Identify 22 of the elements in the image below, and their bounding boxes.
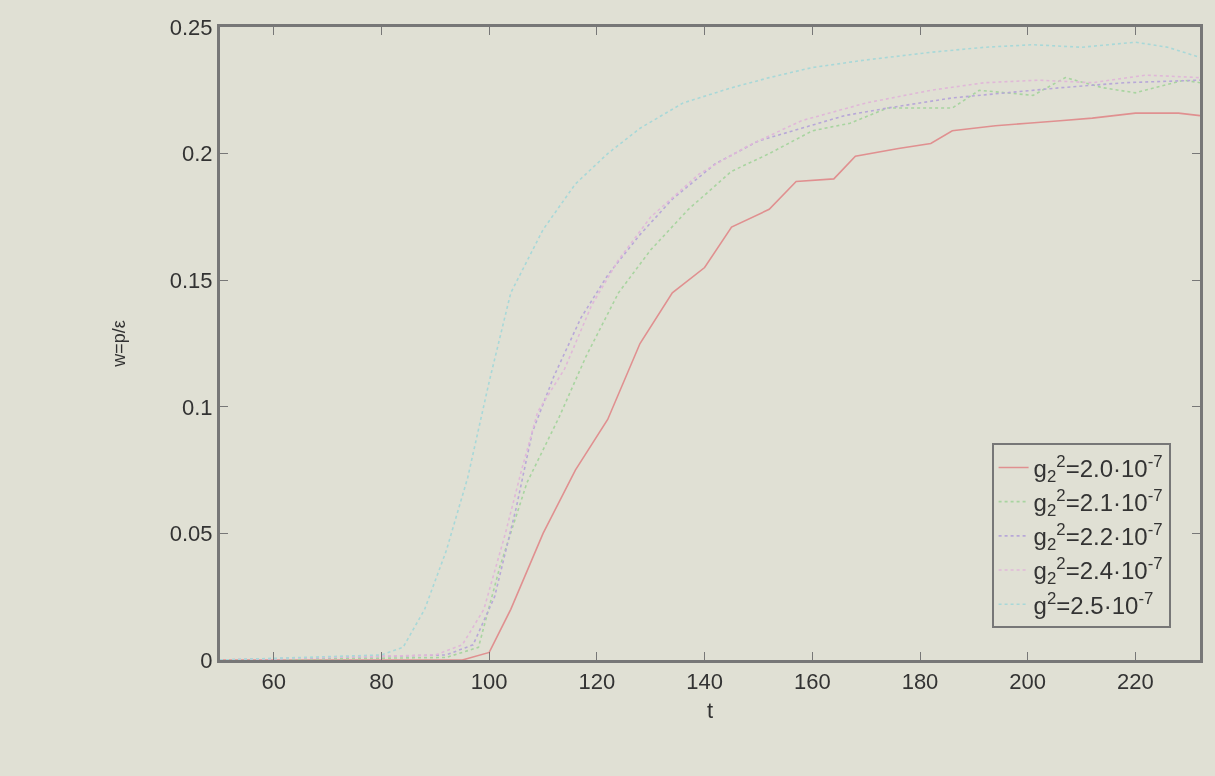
y-tick-label: 0.25 <box>169 14 213 40</box>
y-tick-label: 0.1 <box>182 394 213 420</box>
legend-label: g$_{2}$$^{2}$=2.4·10$^{-7}$ <box>1033 554 1163 589</box>
x-tick-label: 200 <box>1009 669 1047 695</box>
y-axis-title: w=p/ε <box>108 320 129 368</box>
x-axis-title: t <box>706 698 714 724</box>
y-tick-label: 0.15 <box>169 267 213 293</box>
y-tick-label: 0.05 <box>169 521 213 547</box>
legend-label: g$_{2}$$^{2}$=2.1·10$^{-7}$ <box>1033 485 1163 521</box>
x-tick-label: 100 <box>470 669 508 695</box>
x-tick-label: 160 <box>793 669 831 695</box>
x-tick-label: 140 <box>686 669 723 695</box>
y-tick-label: 0 <box>200 647 213 673</box>
x-tick-label: 80 <box>369 669 394 695</box>
x-tick-label: 220 <box>1117 669 1154 695</box>
legend-label: g$^{2}$=2.5·10$^{-7}$ <box>1033 588 1154 619</box>
x-tick-label: 180 <box>901 669 939 695</box>
legend-label: g$_{2}$$^{2}$=2.0·10$^{-7}$ <box>1033 451 1163 486</box>
y-tick-label: 0.2 <box>182 141 213 167</box>
legend-label: g$_{2}$$^{2}$=2.2·10$^{-7}$ <box>1033 520 1163 555</box>
x-tick-label: 60 <box>261 669 287 695</box>
x-tick-label: 120 <box>578 669 616 695</box>
